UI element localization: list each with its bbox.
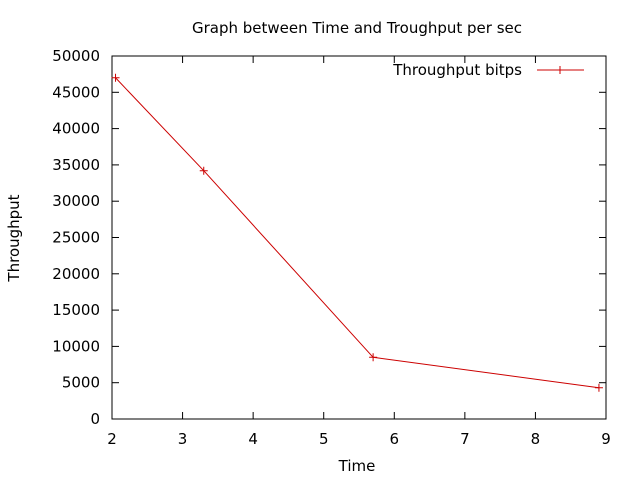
x-axis-ticks: 2 3 4 5 6 7 8 9: [107, 56, 611, 448]
y-axis-label: Throughput: [5, 194, 23, 282]
y-tick-label: 0: [90, 410, 100, 428]
y-axis-ticks: 0 5000 10000 15000 20000 25000 30000 35000 40000…: [52, 47, 606, 428]
series-layer: [111, 73, 603, 392]
y-tick-label: 40000: [52, 120, 100, 138]
data-point-marker: [369, 353, 378, 362]
data-point-marker: [111, 73, 120, 82]
data-point-marker: [199, 166, 208, 175]
data-point-marker: [594, 383, 603, 392]
legend: Throughput bitps: [392, 61, 584, 79]
x-axis-label: Time: [338, 457, 376, 475]
y-tick-label: 10000: [52, 337, 100, 355]
x-tick-label: 5: [319, 430, 329, 448]
x-tick-label: 4: [248, 430, 258, 448]
y-tick-label: 50000: [52, 47, 100, 65]
x-tick-label: 3: [178, 430, 188, 448]
y-tick-label: 20000: [52, 265, 100, 283]
series-line: [115, 77, 600, 389]
x-tick-label: 2: [107, 430, 117, 448]
y-tick-label: 35000: [52, 156, 100, 174]
y-tick-label: 5000: [62, 374, 100, 392]
legend-label: Throughput bitps: [392, 61, 522, 79]
legend-marker-sample: [556, 66, 564, 74]
x-tick-label: 9: [601, 430, 611, 448]
y-tick-label: 45000: [52, 83, 100, 101]
y-tick-label: 15000: [52, 301, 100, 319]
y-tick-label: 30000: [52, 192, 100, 210]
x-tick-label: 7: [460, 430, 470, 448]
chart-title: Graph between Time and Troughput per sec: [192, 19, 522, 37]
plot-area-border: [111, 55, 607, 420]
x-tick-label: 8: [531, 430, 541, 448]
y-tick-label: 25000: [52, 229, 100, 247]
x-tick-label: 6: [390, 430, 400, 448]
